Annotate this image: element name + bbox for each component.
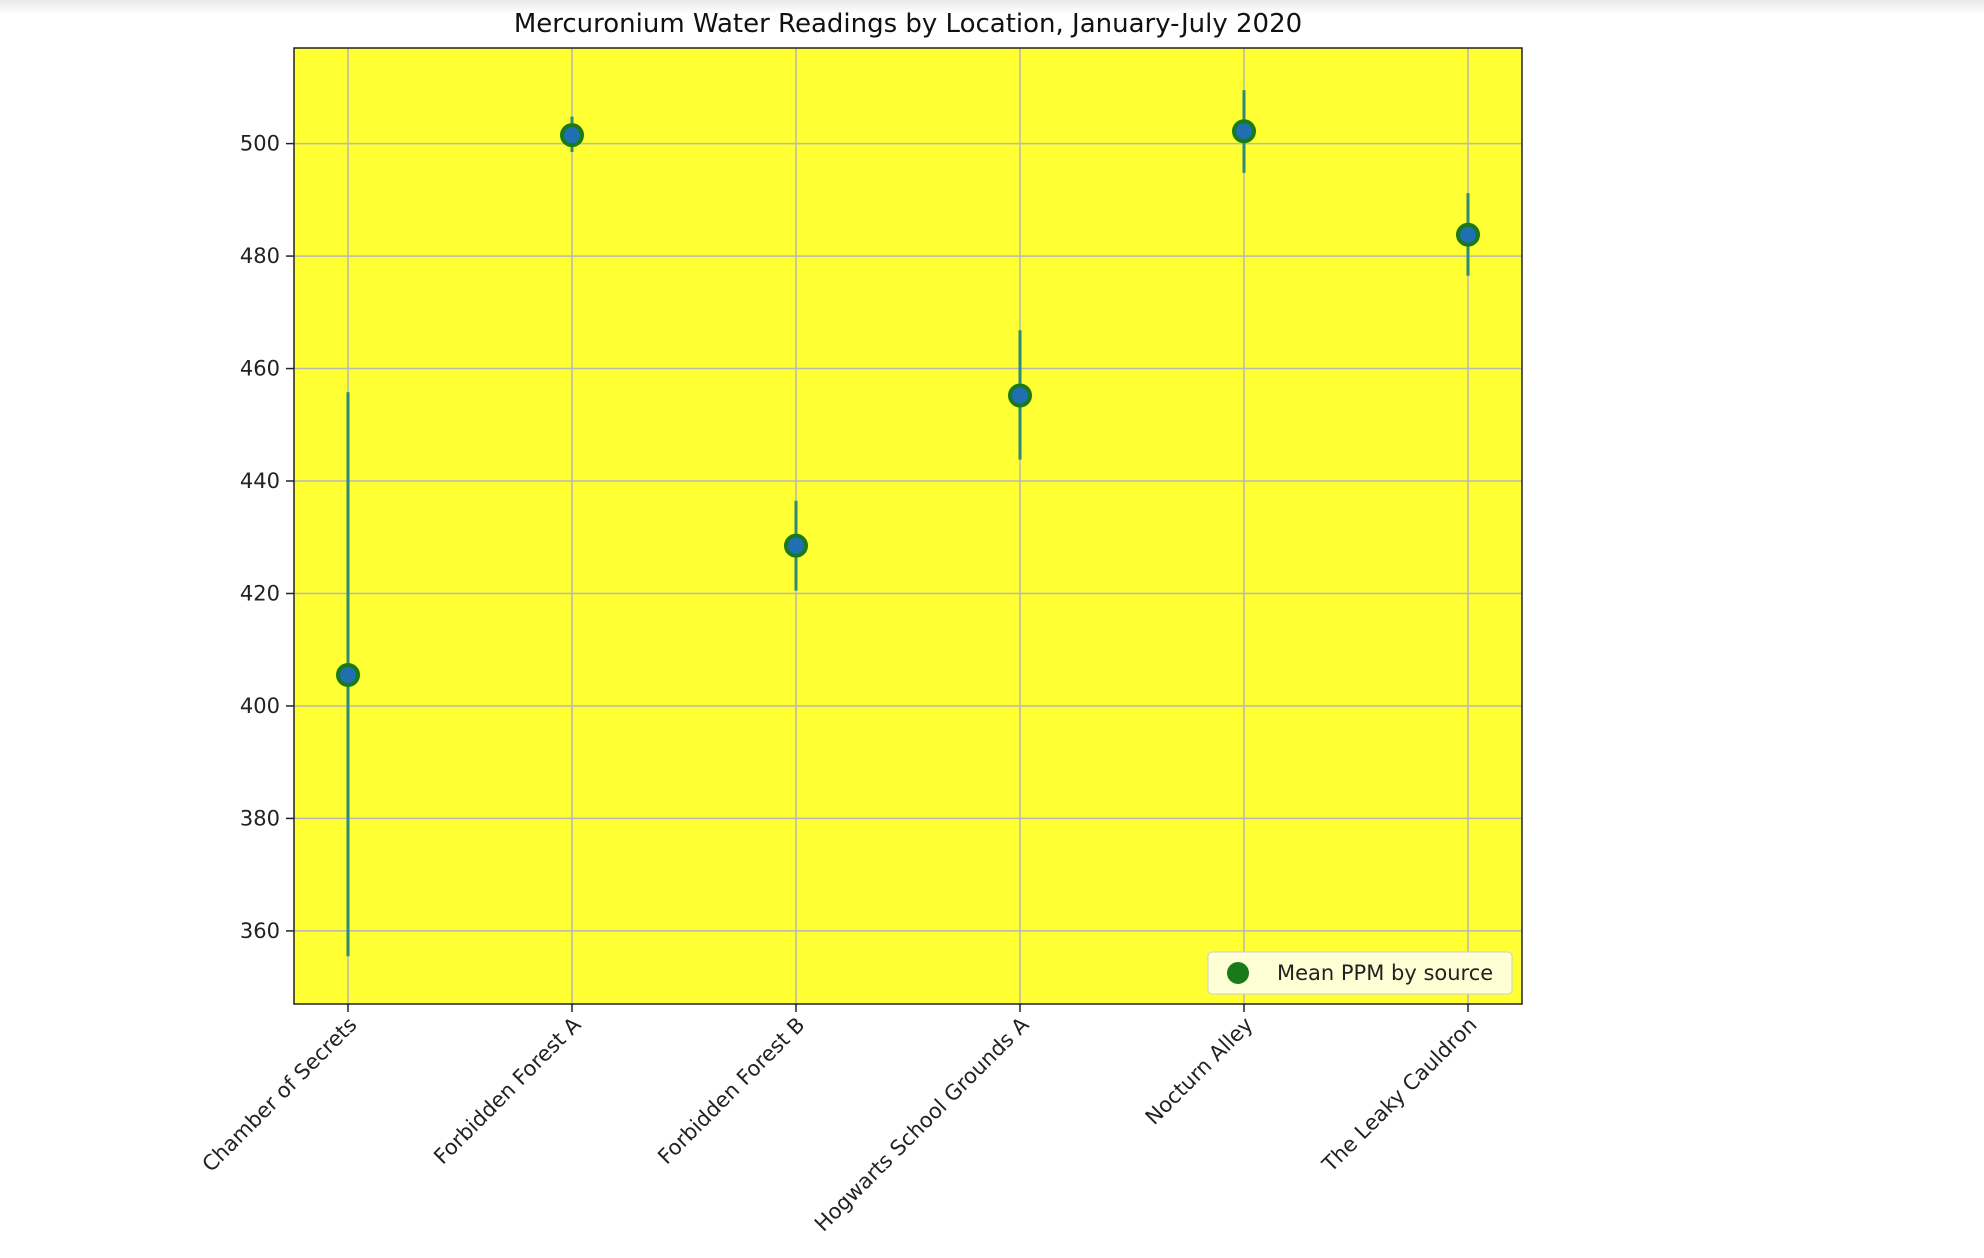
x-tick-label: Hogwarts School Grounds A [810, 1012, 1034, 1236]
plot-area [294, 48, 1522, 1004]
legend: Mean PPM by source [1207, 951, 1513, 995]
x-axis-ticks: Chamber of Secrets Forbidden Forest A Forb… [198, 1004, 1482, 1236]
data-point [784, 533, 808, 558]
x-tick-label: Nocturn Alley [1141, 1013, 1258, 1130]
x-tick-label: Forbidden Forest B [653, 1013, 809, 1169]
y-tick-label: 380 [240, 806, 280, 830]
legend-marker [1227, 962, 1249, 984]
plot-frame [293, 47, 1523, 1005]
x-tick-label: The Leaky Cauldron [1317, 1013, 1482, 1178]
chart-title: Mercuronium Water Readings by Location, … [514, 9, 1302, 39]
y-tick-label: 460 [240, 357, 280, 381]
y-tick-label: 500 [240, 132, 280, 156]
y-tick-label: 360 [240, 919, 280, 943]
data-markers [336, 119, 1480, 688]
data-point [1008, 383, 1032, 408]
y-axis-ticks: 360 380 400 420 440 460 480 500 [240, 132, 294, 943]
y-tick-label: 400 [240, 694, 280, 718]
data-point [1232, 119, 1256, 144]
y-tick-label: 480 [240, 244, 280, 268]
x-tick-label: Forbidden Forest A [429, 1012, 586, 1169]
x-tick-label: Chamber of Secrets [198, 1013, 362, 1177]
y-tick-label: 440 [240, 469, 280, 493]
data-point [1456, 222, 1480, 247]
legend-box [1207, 951, 1513, 995]
data-point [336, 663, 360, 688]
page-top-shade [0, 0, 1984, 14]
legend-label: Mean PPM by source [1277, 961, 1493, 985]
data-point [560, 123, 584, 148]
y-tick-label: 420 [240, 581, 280, 605]
